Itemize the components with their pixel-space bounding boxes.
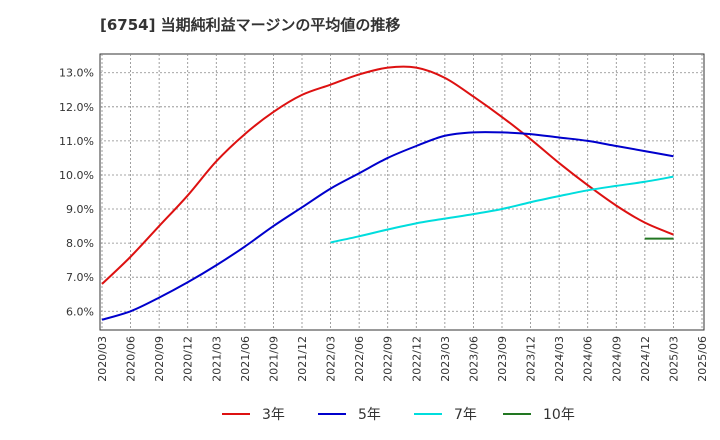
chart-title: [6754] 当期純利益マージンの平均値の推移	[100, 16, 400, 34]
x-tick-label: 2021/03	[210, 336, 223, 382]
x-tick-label: 2020/12	[182, 336, 195, 382]
plot-area	[99, 53, 705, 331]
x-tick-label: 2023/06	[467, 336, 480, 382]
y-tick-label: 13.0%	[59, 67, 94, 80]
series-line-2	[101, 131, 674, 321]
x-tick-label: 2025/06	[696, 336, 709, 382]
series-line-3	[330, 175, 674, 244]
x-tick-label: 2020/06	[125, 336, 138, 382]
x-tick-label: 2021/12	[296, 336, 309, 382]
x-tick-label: 2023/03	[439, 336, 452, 382]
x-tick-label: 2021/09	[267, 336, 280, 382]
legend: 3年 5年 7年 10年	[222, 407, 575, 423]
y-tick-label: 12.0%	[59, 101, 94, 114]
x-tick-label: 2023/09	[496, 336, 509, 382]
x-tick-label: 2023/12	[525, 336, 538, 382]
x-tick-label: 2022/09	[382, 336, 395, 382]
y-tick-label: 8.0%	[66, 237, 94, 250]
x-tick-label: 2021/06	[239, 336, 252, 382]
x-tick-label: 2024/03	[553, 336, 566, 382]
y-tick-label: 11.0%	[59, 135, 94, 148]
x-tick-label: 2022/06	[353, 336, 366, 382]
legend-label-3: 7年	[454, 407, 477, 423]
legend-label-1: 3年	[262, 407, 285, 423]
x-tick-label: 2024/09	[610, 336, 623, 382]
y-axis-ticks: 6.0% 7.0% 8.0% 9.0% 10.0% 11.0% 12.0% 13.0%	[59, 67, 94, 319]
x-tick-label: 2022/12	[410, 336, 423, 382]
legend-label-4: 10年	[543, 407, 575, 423]
y-tick-label: 6.0%	[66, 305, 94, 318]
y-tick-label: 7.0%	[66, 271, 94, 284]
x-tick-label: 2025/03	[667, 336, 680, 382]
series-layer	[101, 65, 674, 321]
y-tick-label: 9.0%	[66, 203, 94, 216]
y-tick-label: 10.0%	[59, 169, 94, 182]
x-tick-label: 2020/03	[96, 336, 109, 382]
series-line-1	[101, 65, 674, 285]
x-tick-label: 2024/12	[639, 336, 652, 382]
x-tick-label: 2024/06	[582, 336, 595, 382]
x-tick-label: 2020/09	[153, 336, 166, 382]
legend-label-2: 5年	[358, 407, 381, 423]
x-tick-label: 2022/03	[325, 336, 338, 382]
x-axis-ticks: 2020/03 2020/06 2020/09 2020/12 2021/03 2021/…	[96, 336, 709, 382]
